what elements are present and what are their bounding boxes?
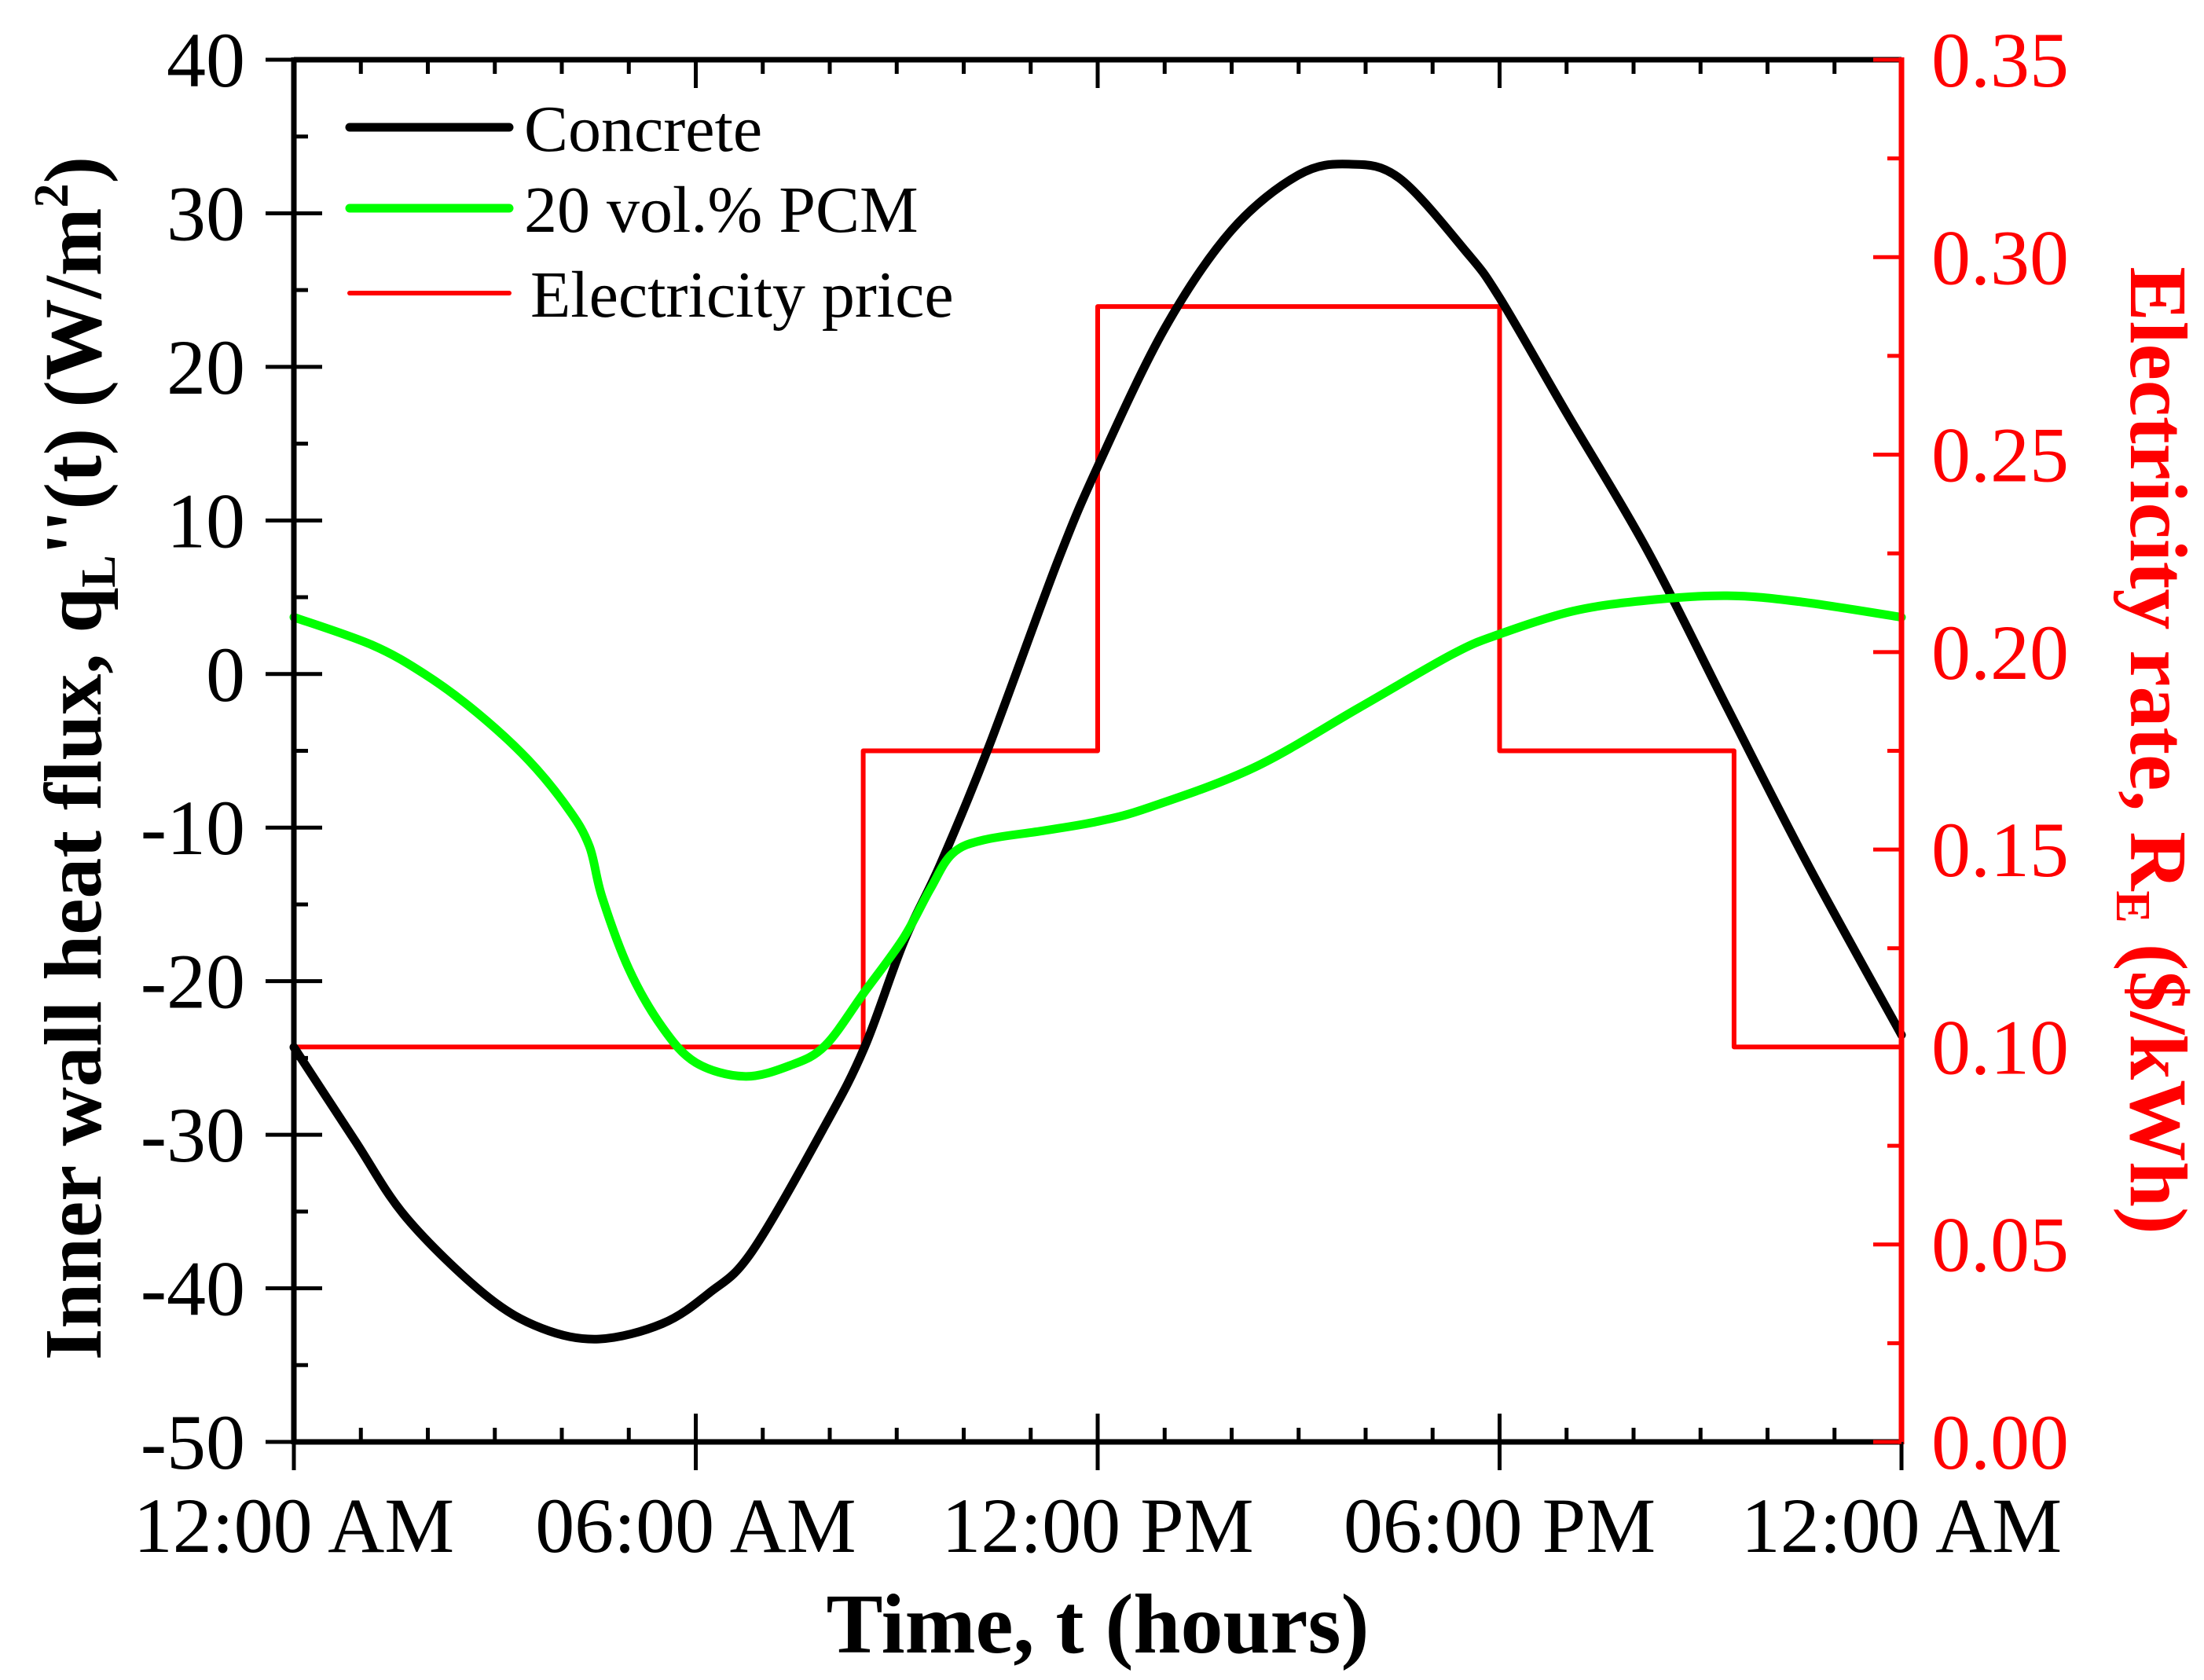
y2-tick-label: 0.05 (1931, 1201, 2069, 1289)
y2-axis-title-sub: E (2106, 890, 2159, 923)
y-axis-title-sub: L (72, 555, 126, 587)
legend-label-20-vol-pcm: 20 vol.% PCM (524, 174, 919, 247)
y2-tick-label: 0.30 (1931, 214, 2069, 301)
legend-label-concrete: Concrete (524, 93, 762, 166)
y2-tick-label: 0.15 (1931, 806, 2069, 893)
x-tick-label: 12:00 AM (1741, 1482, 2062, 1569)
y-axis-title: Inner wall heat flux, qL''(t) (W/m2) (25, 156, 126, 1360)
legend: Concrete 20 vol.% PCM Electricity price (345, 93, 954, 332)
x-axis-title: Time, t (hours) (827, 1578, 1370, 1671)
ticks-layer: 12:00 AM 06:00 AM 12:00 PM 06:00 PM 12:00 AM… (134, 17, 2069, 1569)
y-tick-label: 10 (167, 477, 245, 564)
y-axis-title-close: ) (28, 156, 119, 184)
y-axis-title-main: Inner wall heat flux, q (28, 588, 119, 1360)
y-tick-label: 0 (206, 631, 245, 718)
y2-axis-title-main: Electricity rate, R (2113, 266, 2203, 892)
y2-tick-label: 0.10 (1931, 1003, 2069, 1091)
y-tick-label: 20 (167, 324, 245, 411)
series-line-concrete (289, 160, 1906, 1344)
series-line-20-vol-pcm (289, 591, 1906, 1081)
y-tick-label: 30 (167, 170, 245, 257)
y-axis-title-sup: 2 (25, 184, 79, 208)
plot-series-layer (289, 160, 1906, 1344)
y2-axis-title-after: ($/kWh) (2113, 923, 2203, 1234)
y2-tick-label: 0.00 (1931, 1399, 2069, 1486)
y-tick-label: -40 (141, 1245, 245, 1333)
y-tick-label: -20 (141, 938, 245, 1025)
x-tick-label: 06:00 AM (535, 1482, 856, 1569)
legend-label-electricity-price: Electricity price (530, 259, 954, 332)
y-tick-label: -10 (141, 784, 245, 871)
y-tick-label: -50 (141, 1399, 245, 1486)
y-tick-label: -30 (141, 1091, 245, 1179)
y2-tick-label: 0.20 (1931, 609, 2069, 696)
y-axis-title-after: ''(t) (W/m (28, 208, 119, 556)
y2-axis-title: Electricity rate, RE ($/kWh) (2106, 266, 2203, 1234)
y-tick-label: 40 (167, 17, 245, 104)
y2-tick-label: 0.35 (1931, 17, 2069, 104)
x-tick-label: 06:00 PM (1344, 1482, 1656, 1569)
series-line-electricity-price (292, 304, 1904, 1050)
x-tick-label: 12:00 AM (134, 1482, 454, 1569)
x-tick-label: 12:00 PM (941, 1482, 1253, 1569)
y2-tick-label: 0.25 (1931, 412, 2069, 499)
